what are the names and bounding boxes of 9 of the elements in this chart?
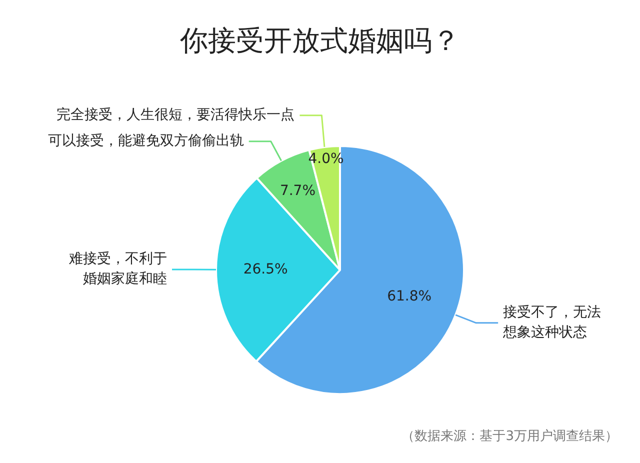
chart-title: 你接受开放式婚姻吗？ xyxy=(179,23,461,59)
data-label: 26.5% xyxy=(243,261,288,278)
slice-label: 难接受，不利于婚姻家庭和睦 xyxy=(68,251,167,288)
text: （数据来源：基于3万用户调查结果） xyxy=(402,428,618,445)
data-label: 7.7% xyxy=(280,183,316,199)
slice-label: 接受不了，无法想象这种状态 xyxy=(502,304,602,341)
data-label: 61.8% xyxy=(387,288,432,305)
slice-label: 完全接受，人生很短，要活得快乐一点 xyxy=(56,107,295,124)
slice-label: 可以接受，能避免双方偷偷出轨 xyxy=(48,133,244,150)
